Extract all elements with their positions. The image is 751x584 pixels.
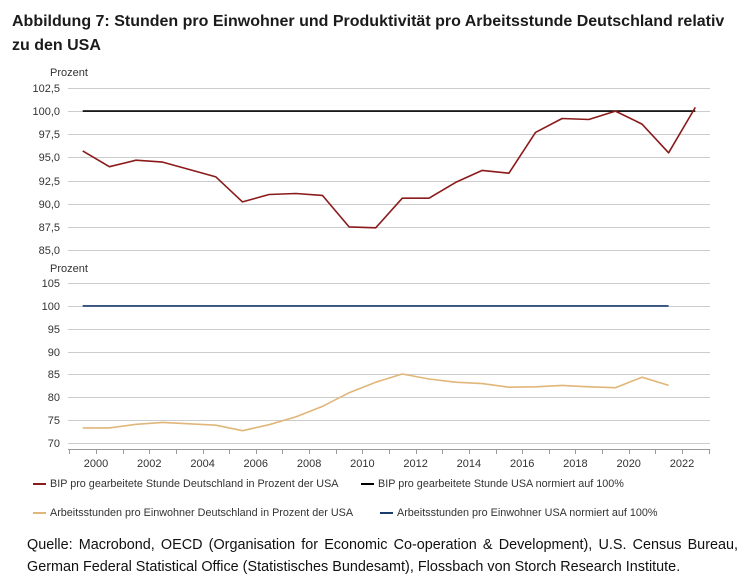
legend-item-bip-usa: BIP pro gearbeitete Stunde USA normiert … bbox=[361, 477, 624, 491]
x-tick-label: 2016 bbox=[510, 458, 534, 470]
legend-swatch bbox=[33, 512, 46, 514]
y-tick-label: 80 bbox=[48, 392, 60, 404]
arbeitsstunden-deutschland-line bbox=[82, 373, 669, 432]
y-tick-label: 87,5 bbox=[39, 222, 60, 234]
legend-item-bip-deutschland: BIP pro gearbeitete Stunde Deutschland i… bbox=[33, 477, 339, 491]
x-tick-label: 2010 bbox=[350, 458, 374, 470]
top-panel: Prozent 85,0 87,5 90,0 92,5 95,0 97,5 100,0 102,… bbox=[32, 67, 710, 257]
x-tick-label: 2008 bbox=[297, 458, 321, 470]
y-tick-label: 90,0 bbox=[39, 199, 60, 211]
bip-deutschland-line bbox=[82, 106, 696, 229]
x-tick-label: 2020 bbox=[616, 458, 640, 470]
x-tick-label: 2006 bbox=[244, 458, 268, 470]
legend-swatch bbox=[380, 512, 393, 514]
y-tick-label: 95 bbox=[48, 324, 60, 336]
source-note: Quelle: Macrobond, OECD (Organisation fo… bbox=[27, 537, 738, 575]
y-tick-label: 85 bbox=[48, 369, 60, 381]
legend-label: BIP pro gearbeitete Stunde Deutschland i… bbox=[50, 478, 339, 490]
y-axis-unit-label: Prozent bbox=[50, 67, 88, 79]
legend-swatch bbox=[361, 483, 374, 485]
x-tick-label: 2004 bbox=[190, 458, 214, 470]
legend-label: Arbeitsstunden pro Einwohner USA normier… bbox=[397, 507, 658, 519]
chart-title: Abbildung 7: Stunden pro Einwohner und P… bbox=[12, 13, 725, 54]
x-tick-label: 2022 bbox=[670, 458, 694, 470]
legend-label: BIP pro gearbeitete Stunde USA normiert … bbox=[378, 478, 624, 490]
y-tick-label: 105 bbox=[42, 278, 60, 290]
y-tick-label: 95,0 bbox=[39, 152, 60, 164]
x-tick-label: 2012 bbox=[403, 458, 427, 470]
y-tick-label: 102,5 bbox=[32, 83, 60, 95]
y-axis-unit-label: Prozent bbox=[50, 263, 88, 275]
y-tick-label: 97,5 bbox=[39, 129, 60, 141]
x-tick-label: 2002 bbox=[137, 458, 161, 470]
x-tick-label: 2018 bbox=[563, 458, 587, 470]
legend-item-arbeitsstunden-usa: Arbeitsstunden pro Einwohner USA normier… bbox=[380, 506, 657, 520]
y-tick-label: 90 bbox=[48, 347, 60, 359]
y-tick-label: 70 bbox=[48, 438, 60, 450]
legend-swatch bbox=[33, 483, 46, 485]
bottom-panel: Prozent 70 75 80 85 90 95 100 105 bbox=[42, 263, 710, 450]
y-tick-label: 100,0 bbox=[32, 106, 60, 118]
x-tick-label: 2000 bbox=[84, 458, 108, 470]
x-axis: 2000 2002 2004 2006 2008 2010 2012 2014 2016 2018… bbox=[68, 449, 710, 470]
x-tick-label: 2014 bbox=[457, 458, 481, 470]
y-tick-label: 100 bbox=[42, 301, 60, 313]
y-tick-label: 85,0 bbox=[39, 245, 60, 257]
y-tick-label: 75 bbox=[48, 415, 60, 427]
legend-item-arbeitsstunden-deutschland: Arbeitsstunden pro Einwohner Deutschland… bbox=[33, 506, 353, 520]
y-tick-label: 92,5 bbox=[39, 176, 60, 188]
legend-label: Arbeitsstunden pro Einwohner Deutschland… bbox=[50, 507, 354, 519]
